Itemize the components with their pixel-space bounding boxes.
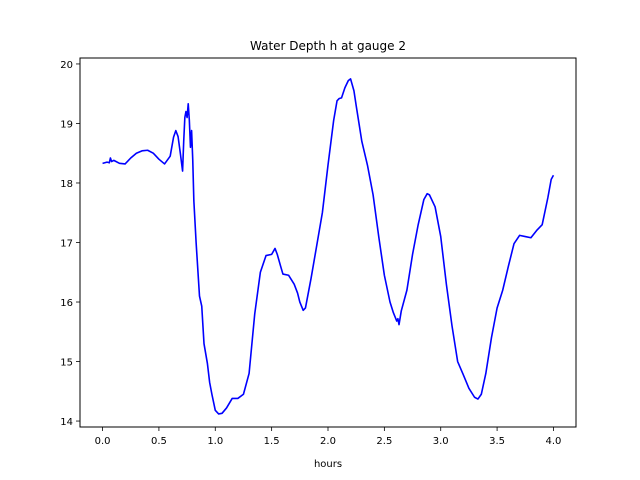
x-tick-label: 1.0 [207, 436, 223, 447]
y-tick-label: 19 [60, 119, 73, 130]
x-tick-label: 3.0 [433, 436, 449, 447]
x-tick-label: 2.0 [320, 436, 336, 447]
series-line-0 [102, 78, 555, 415]
x-axis-label: hours [314, 459, 342, 470]
y-tick-label: 17 [60, 239, 73, 250]
y-axis: 14 15 16 17 18 19 20 [60, 60, 80, 428]
x-axis: 0.0 0.5 1.0 1.5 2.0 2.5 3.0 3.5 4.0 [95, 427, 562, 447]
x-tick-label: 2.5 [376, 436, 392, 447]
y-tick-label: 14 [60, 417, 73, 428]
x-tick-label: 0.5 [151, 436, 167, 447]
y-tick-label: 16 [60, 298, 73, 309]
plot-area [102, 78, 555, 415]
x-tick-label: 1.5 [264, 436, 280, 447]
y-tick-label: 18 [60, 179, 73, 190]
x-tick-label: 4.0 [546, 436, 562, 447]
plot-frame [79, 57, 577, 428]
x-tick-label: 0.0 [95, 436, 111, 447]
chart-title: Water Depth h at gauge 2 [250, 39, 406, 53]
y-tick-label: 15 [60, 358, 73, 369]
y-tick-label: 20 [60, 60, 73, 71]
x-tick-label: 3.5 [489, 436, 505, 447]
